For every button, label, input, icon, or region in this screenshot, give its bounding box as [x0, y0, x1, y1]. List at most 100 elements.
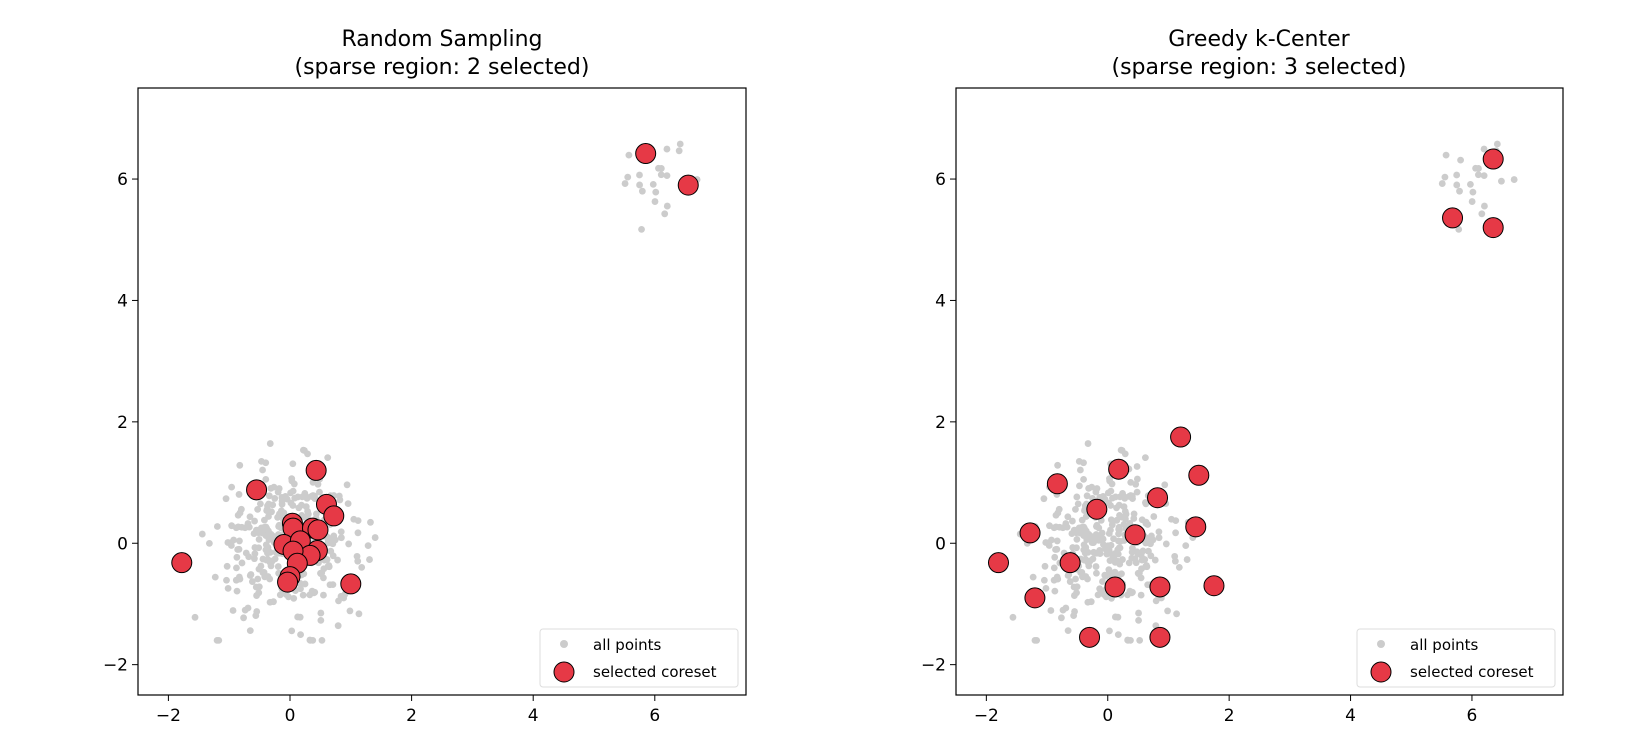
all-point [337, 534, 345, 542]
all-point [252, 612, 260, 620]
all-point [266, 598, 274, 606]
all-point [1498, 177, 1505, 185]
all-point [1033, 636, 1041, 644]
all-point [1111, 568, 1119, 576]
all-point [1111, 558, 1119, 566]
all-point [324, 563, 332, 570]
all-point [1009, 613, 1017, 621]
all-point [1094, 591, 1102, 599]
all-point [285, 593, 292, 601]
legend-selected-label: selected coreset [593, 663, 717, 681]
y-tick-label: 4 [117, 291, 128, 311]
all-point [1480, 172, 1488, 180]
all-point [1135, 609, 1142, 617]
selected-coreset-point [1149, 576, 1171, 598]
y-tick-label: −2 [103, 656, 128, 676]
all-point [215, 636, 223, 644]
all-point [1064, 572, 1072, 579]
all-point [259, 466, 266, 474]
all-point [1121, 494, 1129, 502]
all-point [1070, 612, 1078, 620]
all-point [1074, 500, 1082, 508]
all-point [254, 505, 262, 513]
all-point [1064, 513, 1072, 521]
all-point [334, 622, 342, 630]
all-point [1155, 528, 1163, 536]
x-tick-label: −2 [974, 706, 999, 726]
all-point [234, 511, 242, 519]
all-point [1053, 573, 1061, 581]
all-point [350, 515, 358, 523]
all-point [242, 549, 250, 557]
all-point [371, 534, 379, 541]
all-point [676, 140, 684, 148]
all-point [1134, 550, 1142, 558]
all-point [1111, 613, 1119, 621]
all-point [271, 495, 279, 502]
all-point [1102, 572, 1109, 580]
selected-coreset-point [1046, 473, 1068, 495]
all-point [1168, 515, 1175, 523]
legend: all points selected coreset [539, 628, 739, 688]
all-points-layer [1009, 140, 1518, 644]
all-point [1142, 499, 1149, 506]
all-point [329, 581, 337, 589]
all-point [238, 559, 246, 567]
legend-selected-marker [1370, 661, 1392, 683]
all-point [1467, 180, 1474, 188]
all-point [1073, 493, 1081, 501]
selected-coreset-point [171, 552, 193, 574]
all-point [1110, 535, 1117, 543]
all-point [1107, 526, 1114, 534]
all-point [655, 164, 662, 172]
all-point [638, 187, 646, 195]
all-point [246, 572, 254, 579]
all-point [1066, 578, 1074, 585]
y-tick-label: 6 [117, 170, 128, 190]
all-point [663, 202, 671, 210]
x-tick-label: 4 [1345, 706, 1356, 726]
all-point [1076, 482, 1083, 490]
all-point [661, 210, 669, 218]
selected-coreset-point [1203, 575, 1225, 597]
all-point [1068, 517, 1076, 525]
all-point [1095, 536, 1103, 544]
all-point [625, 151, 633, 159]
all-point [235, 573, 243, 581]
all-point [1455, 225, 1463, 233]
all-point [1493, 140, 1501, 148]
all-point [255, 535, 263, 543]
all-point [1108, 521, 1116, 529]
all-point [1051, 553, 1059, 561]
all-point [621, 180, 629, 187]
all-point [1042, 584, 1050, 592]
all-point [288, 475, 296, 483]
all-point [324, 454, 332, 462]
all-point [663, 172, 671, 180]
all-point [1042, 539, 1050, 546]
all-point [1041, 562, 1049, 570]
all-point [1474, 171, 1482, 179]
legend-all-points-marker [1377, 640, 1385, 648]
all-point [191, 613, 199, 621]
all-point [1106, 475, 1113, 483]
all-point [1078, 524, 1086, 531]
selected-coreset-layer [987, 148, 1504, 648]
all-point [1092, 531, 1100, 538]
all-point [1127, 636, 1134, 644]
all-point [1142, 519, 1150, 527]
all-point [235, 545, 243, 553]
all-point [1051, 587, 1059, 595]
all-point [223, 562, 231, 570]
all-point [636, 181, 643, 189]
all-point [652, 188, 660, 196]
selected-coreset-point [1024, 587, 1046, 609]
all-point [1059, 606, 1067, 614]
all-point [1054, 461, 1062, 469]
selected-coreset-point [1442, 207, 1464, 229]
all-point [289, 487, 297, 495]
random-sampling-panel: Random Sampling (sparse region: 2 select… [103, 27, 747, 726]
selected-coreset-point [307, 519, 329, 541]
all-point [275, 512, 283, 520]
